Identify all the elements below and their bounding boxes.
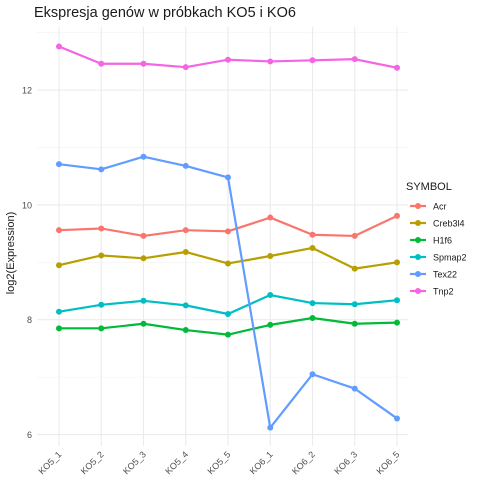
legend-label: Spmap2: [433, 253, 467, 263]
data-point: [225, 56, 231, 63]
legend-item: Acr: [410, 202, 447, 212]
legend-key-point: [415, 288, 421, 294]
data-point: [56, 262, 62, 269]
data-point: [140, 232, 147, 239]
legend-item: H1f6: [410, 236, 452, 246]
data-point: [182, 64, 189, 71]
data-point: [309, 300, 316, 307]
legend-label: Creb3l4: [433, 219, 465, 229]
data-point: [225, 331, 231, 338]
data-point: [182, 162, 189, 169]
legend-key-point: [415, 254, 421, 260]
y-tick-label: 10: [22, 200, 32, 210]
data-point: [98, 325, 105, 332]
data-point: [56, 43, 62, 50]
legend-label: Acr: [433, 202, 447, 212]
y-tick-label: 12: [22, 86, 32, 96]
chart-title: Ekspresja genów w próbkach KO5 i KO6: [34, 5, 296, 21]
data-point: [140, 60, 147, 67]
data-point: [394, 64, 400, 71]
data-point: [56, 325, 62, 332]
data-point: [140, 153, 147, 160]
data-point: [98, 252, 105, 259]
y-tick-label: 6: [27, 430, 32, 440]
legend-key-point: [415, 271, 421, 277]
legend-label: H1f6: [433, 236, 452, 246]
legend-label: Tex22: [433, 270, 457, 280]
data-point: [225, 310, 231, 317]
legend-title: SYMBOL: [406, 181, 452, 193]
data-point: [140, 297, 147, 304]
data-point: [225, 174, 231, 181]
data-point: [394, 212, 400, 219]
data-point: [394, 297, 400, 304]
data-point: [267, 292, 274, 299]
data-point: [98, 166, 105, 173]
data-point: [309, 315, 316, 322]
data-point: [98, 301, 105, 308]
data-point: [140, 255, 147, 262]
y-axis-label: log2(Expression): [5, 212, 17, 295]
data-point: [309, 371, 316, 378]
data-point: [351, 232, 358, 239]
data-point: [56, 227, 62, 234]
series-lines: [56, 43, 400, 431]
data-point: [56, 308, 62, 315]
data-point: [267, 424, 274, 431]
data-point: [267, 214, 274, 221]
data-point: [394, 259, 400, 266]
data-point: [267, 253, 274, 260]
y-tick-label: 8: [27, 315, 32, 325]
data-point: [182, 327, 189, 334]
data-point: [182, 227, 189, 234]
legend-key-point: [415, 203, 421, 209]
data-point: [351, 56, 358, 63]
data-point: [140, 320, 147, 327]
data-point: [225, 228, 231, 235]
legend-item: Creb3l4: [410, 219, 465, 229]
legend-label: Tnp2: [433, 287, 454, 297]
data-point: [394, 415, 400, 422]
legend-item: Spmap2: [410, 253, 467, 263]
data-point: [267, 321, 274, 328]
legend-item: Tex22: [410, 270, 457, 280]
data-point: [98, 225, 105, 232]
data-point: [309, 231, 316, 238]
data-point: [267, 58, 274, 65]
data-point: [225, 260, 231, 267]
data-point: [182, 248, 189, 255]
data-point: [351, 301, 358, 308]
data-point: [309, 57, 316, 64]
data-point: [394, 319, 400, 326]
legend-key-point: [415, 237, 421, 243]
legend-key-point: [415, 220, 421, 226]
grid: [37, 27, 408, 446]
data-point: [98, 60, 105, 67]
data-point: [351, 385, 358, 392]
data-point: [56, 161, 62, 168]
data-point: [351, 265, 358, 272]
data-point: [309, 244, 316, 251]
data-point: [351, 320, 358, 327]
legend: SYMBOL Acr Creb3l4 H1f6 Spmap2 Tex22 Tnp2: [406, 181, 467, 297]
legend-item: Tnp2: [410, 287, 454, 297]
data-point: [182, 302, 189, 309]
